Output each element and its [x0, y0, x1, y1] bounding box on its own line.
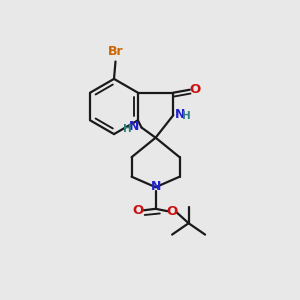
- Text: Br: Br: [108, 45, 123, 58]
- Text: N: N: [129, 120, 140, 134]
- Text: N: N: [150, 180, 161, 193]
- Text: O: O: [167, 205, 178, 218]
- Text: H: H: [123, 124, 132, 134]
- Text: O: O: [133, 204, 144, 217]
- Text: H: H: [182, 111, 191, 122]
- Text: O: O: [190, 82, 201, 96]
- Text: N: N: [175, 108, 185, 121]
